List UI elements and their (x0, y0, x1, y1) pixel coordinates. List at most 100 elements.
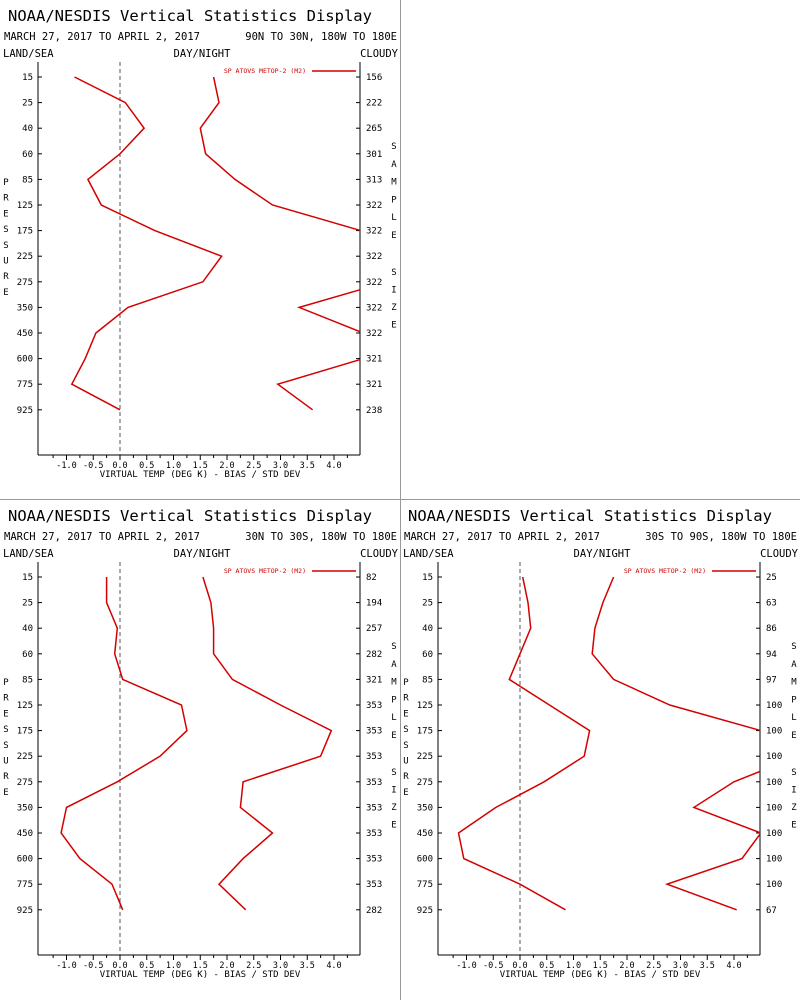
x-tick-label: 3.5 (300, 461, 315, 471)
pressure-level-label: 175 (17, 227, 33, 237)
sample-size-label: 282 (366, 906, 382, 916)
sample-size-label: 322 (366, 303, 382, 313)
x-tick-label: 4.0 (326, 461, 341, 471)
sample-size-label: 322 (366, 278, 382, 288)
pressure-level-label: 25 (422, 599, 433, 609)
pressure-side-letter: U (403, 757, 408, 767)
pressure-level-label: 925 (17, 406, 33, 416)
sample-size-label: 322 (366, 201, 382, 211)
pressure-level-label: 450 (17, 329, 33, 339)
pressure-side-letter: E (403, 788, 408, 798)
x-tick-label: 1.5 (193, 461, 208, 471)
pressure-side-letter: E (3, 288, 8, 298)
pressure-level-label: 85 (22, 675, 33, 685)
x-tick-label: -1.0 (456, 961, 476, 971)
pressure-side-letter: E (3, 209, 8, 219)
pressure-level-label: 350 (17, 803, 33, 813)
sample-size-label: 94 (766, 650, 777, 660)
sample-size-label: 100 (766, 855, 782, 865)
pressure-side-letter: U (3, 757, 8, 767)
day-night-label: DAY/NIGHT (574, 548, 632, 560)
sample-size-label: 25 (766, 573, 777, 583)
pressure-side-letter: S (3, 241, 8, 251)
pressure-level-label: 125 (417, 701, 433, 711)
pressure-level-label: 40 (22, 624, 33, 634)
legend-label: SP ATOVS METOP-2 (M2) (224, 67, 306, 75)
x-tick-label: 1.5 (193, 961, 208, 971)
series-line-bias (457, 576, 591, 911)
sample-size-label: 222 (366, 99, 382, 109)
series-line-std-dev (199, 76, 360, 411)
sample-side-letter: L (391, 213, 396, 223)
series-line-bias (60, 577, 188, 911)
sample-size-label: 322 (366, 227, 382, 237)
chart-title: NOAA/NESDIS Vertical Statistics Display (8, 507, 372, 525)
sample-size-label: 353 (366, 829, 382, 839)
pressure-level-label: 600 (17, 855, 33, 865)
sample-side-letter: A (791, 660, 797, 670)
size-side-letter: Z (391, 803, 397, 813)
pressure-level-label: 125 (17, 201, 33, 211)
pressure-level-label: 775 (417, 880, 433, 890)
sample-size-label: 282 (366, 650, 382, 660)
pressure-level-label: 60 (22, 150, 33, 160)
pressure-side-letter: E (3, 788, 8, 798)
size-side-letter: I (391, 286, 396, 296)
size-side-letter: Z (791, 803, 797, 813)
sample-side-letter: S (791, 642, 796, 652)
x-tick-label: -0.5 (483, 961, 503, 971)
size-side-letter: Z (391, 303, 397, 313)
sample-size-label: 63 (766, 599, 777, 609)
x-axis-label: VIRTUAL TEMP (DEG K) - BIAS / STD DEV (500, 970, 701, 980)
pressure-side-letter: S (403, 741, 408, 751)
pressure-level-label: 225 (17, 252, 33, 262)
x-tick-label: 2.0 (219, 461, 234, 471)
pressure-side-letter: R (3, 694, 9, 704)
size-side-letter: S (791, 768, 796, 778)
sample-side-letter: E (391, 731, 396, 741)
pressure-level-label: 15 (422, 573, 433, 583)
x-tick-label: 0.0 (112, 961, 127, 971)
sample-size-label: 322 (366, 329, 382, 339)
pressure-level-label: 350 (417, 803, 433, 813)
sample-side-letter: E (391, 231, 396, 241)
pressure-level-label: 60 (422, 650, 433, 660)
chart-panel-sh: NOAA/NESDIS Vertical Statistics Display M… (400, 500, 800, 1000)
land-sea-label: LAND/SEA (403, 548, 454, 560)
land-sea-label: LAND/SEA (3, 548, 54, 560)
pressure-level-label: 600 (17, 355, 33, 365)
size-side-letter: S (391, 268, 396, 278)
x-tick-label: 0.5 (539, 961, 554, 971)
x-tick-label: 3.0 (273, 461, 288, 471)
x-tick-label: 2.5 (246, 461, 261, 471)
size-side-letter: I (791, 786, 796, 796)
date-range: MARCH 27, 2017 TO APRIL 2, 2017 (404, 531, 600, 543)
date-range: MARCH 27, 2017 TO APRIL 2, 2017 (4, 31, 200, 43)
pressure-side-letter: S (3, 725, 8, 735)
cloudy-label: CLOUDY (360, 48, 399, 60)
sample-size-label: 194 (366, 599, 382, 609)
x-tick-label: 3.0 (273, 961, 288, 971)
pressure-level-label: 225 (17, 752, 33, 762)
pressure-side-letter: E (403, 709, 408, 719)
x-tick-label: 1.0 (166, 461, 181, 471)
sample-size-label: 100 (766, 803, 782, 813)
x-tick-label: 4.0 (326, 961, 341, 971)
pressure-side-letter: E (3, 709, 8, 719)
sample-side-letter: S (391, 142, 396, 152)
sample-size-label: 321 (366, 675, 382, 685)
pressure-level-label: 925 (17, 906, 33, 916)
pressure-side-letter: R (3, 194, 9, 204)
pressure-level-label: 275 (17, 778, 33, 788)
sample-size-label: 257 (366, 624, 382, 634)
sample-size-label: 100 (766, 829, 782, 839)
pressure-level-label: 125 (17, 701, 33, 711)
sample-size-label: 156 (366, 73, 382, 83)
x-tick-label: 1.5 (593, 961, 608, 971)
series-line-std-dev (202, 576, 333, 911)
sample-side-letter: L (391, 713, 396, 723)
sample-size-label: 322 (366, 252, 382, 262)
sample-size-label: 82 (366, 573, 377, 583)
sample-size-label: 353 (366, 778, 382, 788)
sample-size-label: 100 (766, 727, 782, 737)
